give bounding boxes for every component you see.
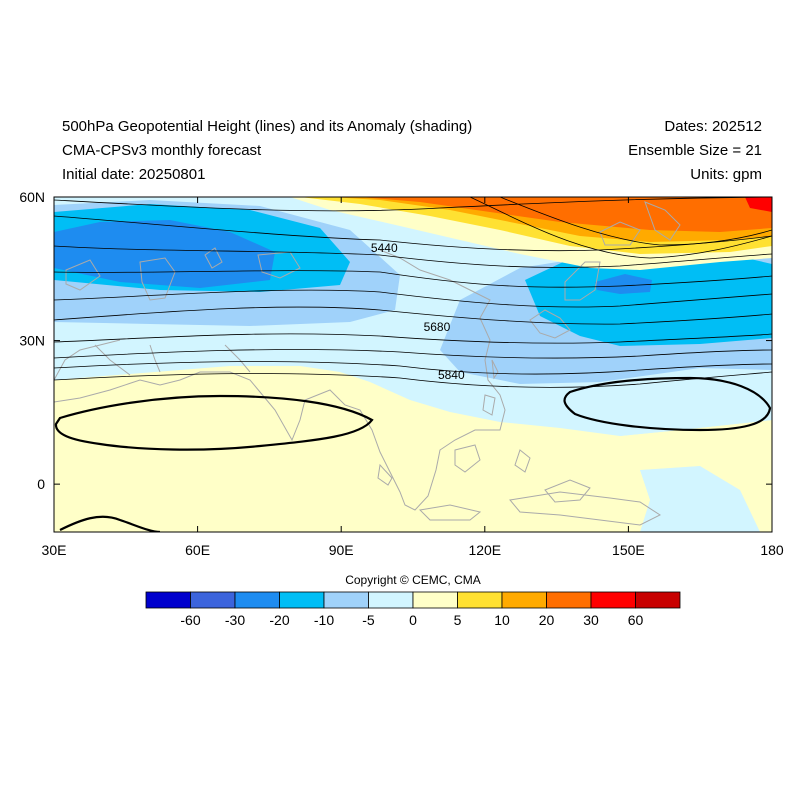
lon-tick-label: 90E: [329, 542, 354, 558]
colorbar-swatch: [457, 591, 503, 609]
model-name: CMA-CPSv3 monthly forecast: [62, 142, 262, 159]
colorbar-label: -60: [180, 612, 200, 628]
lon-tick-label: 30E: [42, 542, 67, 558]
contour-label: 5840: [438, 368, 465, 382]
colorbar-label: 20: [539, 612, 555, 628]
colorbar-swatch: [279, 591, 325, 609]
colorbar-label: -5: [362, 612, 375, 628]
coastline-layer: [54, 201, 681, 526]
colorbar-label: 60: [628, 612, 644, 628]
lon-tick-label: 180: [760, 542, 784, 558]
lon-tick-label: 60E: [185, 542, 210, 558]
colorbar-swatch: [412, 591, 458, 609]
colorbar-label: -30: [225, 612, 245, 628]
colorbar: -60 -30 -20 -10 -5 0 5 10 20 30 60: [145, 591, 681, 628]
colorbar-swatch: [234, 591, 280, 609]
colorbar-swatch: [635, 591, 681, 609]
lat-tick-label: 30N: [19, 333, 45, 349]
colorbar-swatch: [590, 591, 636, 609]
colorbar-swatch: [190, 591, 236, 609]
colorbar-label: 0: [409, 612, 417, 628]
ensemble-size: Ensemble Size = 21: [628, 142, 762, 159]
contour-labels: 5440 5680 5840: [371, 241, 465, 382]
colorbar-label: 10: [494, 612, 510, 628]
contour-label: 5680: [424, 320, 451, 334]
lon-tick-label: 120E: [468, 542, 501, 558]
colorbar-label: 30: [583, 612, 599, 628]
colorbar-swatch: [145, 591, 191, 609]
colorbar-swatch: [501, 591, 547, 609]
colorbar-swatch: [546, 591, 592, 609]
height-contours: [54, 197, 772, 532]
initial-date: Initial date: 20250801: [62, 166, 206, 183]
colorbar-label: -10: [314, 612, 334, 628]
lat-tick-label: 60N: [19, 189, 45, 205]
colorbar-swatch: [368, 591, 414, 609]
colorbar-label: 5: [454, 612, 462, 628]
axis-ticks: 30E 60E 90E 120E 150E 180 60N 30N 0: [19, 189, 784, 558]
colorbar-label: -20: [269, 612, 289, 628]
copyright-text: Copyright © CEMC, CMA: [345, 573, 481, 587]
lon-tick-label: 150E: [612, 542, 645, 558]
lat-tick-label: 0: [37, 476, 45, 492]
contour-label: 5440: [371, 241, 398, 255]
map-frame: [53, 196, 773, 533]
anomaly-shading: [54, 197, 772, 532]
units-label: Units: gpm: [690, 166, 762, 183]
colorbar-swatch: [323, 591, 369, 609]
forecast-dates: Dates: 202512: [664, 118, 762, 135]
map-title: 500hPa Geopotential Height (lines) and i…: [62, 118, 473, 135]
